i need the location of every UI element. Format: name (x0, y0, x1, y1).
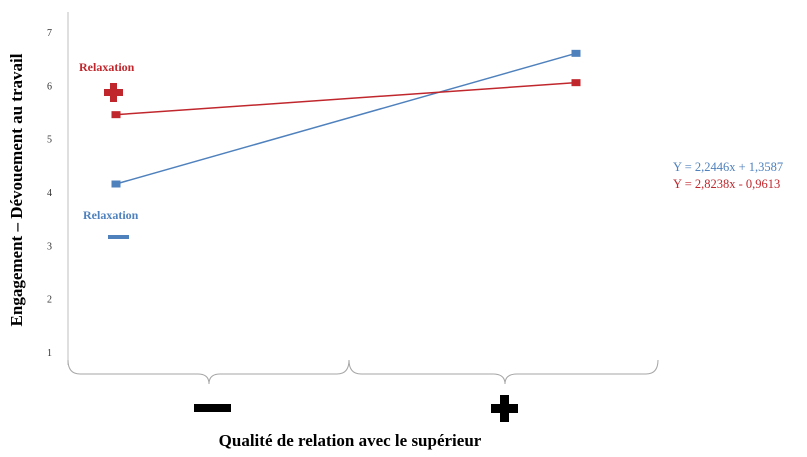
annotation-relaxation-low: Relaxation (83, 208, 139, 222)
series-line-0 (115, 52, 577, 185)
y-tick-label: 1 (47, 348, 52, 359)
y-tick-labels: 1 2 3 4 5 6 7 (47, 28, 52, 359)
series-0-marker-0 (111, 180, 121, 188)
series-0-marker-1 (571, 49, 581, 57)
series-1-marker-0 (111, 111, 121, 119)
category-plus-symbol (491, 395, 518, 422)
category-minus-symbol (194, 404, 231, 412)
x-axis-title: Qualité de relation avec le supérieur (219, 431, 482, 450)
annotation-relaxation-high: Relaxation (79, 60, 135, 74)
y-tick-label: 2 (47, 295, 52, 306)
y-tick-label: 6 (47, 81, 52, 92)
equation-blue: Y = 2,2446x + 1,3587 (673, 160, 783, 174)
series-line-1 (115, 81, 577, 116)
y-axis-title: Engagement – Dévouement au travail (7, 53, 26, 326)
category-brace (67, 359, 659, 385)
y-tick-label: 7 (47, 28, 52, 39)
y-tick-label: 5 (47, 135, 52, 146)
y-tick-label: 3 (47, 241, 52, 252)
y-tick-label: 4 (47, 188, 52, 199)
series-layer (111, 49, 581, 188)
equation-red: Y = 2,8238x - 0,9613 (673, 177, 780, 191)
red-plus-icon (104, 83, 123, 102)
blue-minus-icon (108, 235, 129, 239)
series-1-marker-1 (571, 79, 581, 87)
